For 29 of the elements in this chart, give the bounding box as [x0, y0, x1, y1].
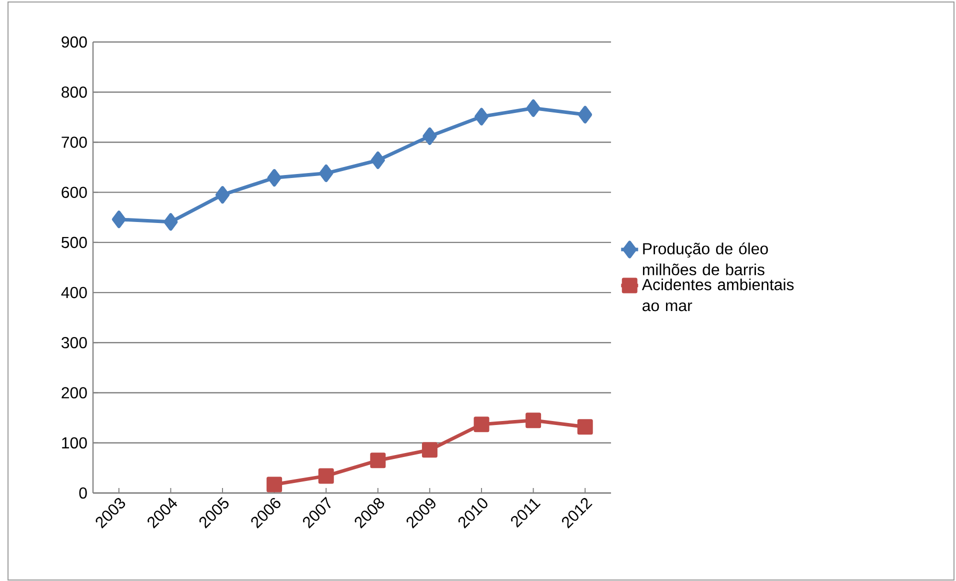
point: [319, 164, 334, 182]
y-tick-label: 900: [62, 36, 87, 48]
point: [370, 452, 386, 468]
point: [474, 108, 489, 126]
y-tick-label: 500: [62, 236, 87, 248]
point: [526, 412, 542, 428]
y-tick-label: 100: [62, 437, 87, 449]
y-tick-label: 800: [62, 86, 87, 98]
point: [474, 416, 490, 432]
y-tick-label: 200: [62, 387, 87, 398]
point: [112, 210, 126, 228]
y-tick-label: 0: [79, 487, 87, 499]
y-tick-label: 700: [62, 136, 87, 148]
point: [370, 152, 385, 170]
y-tick-label: 600: [62, 186, 87, 198]
point: [318, 468, 334, 484]
y-tick-label: 300: [62, 337, 87, 348]
y-tick-label: 400: [61, 286, 87, 298]
point: [266, 476, 282, 492]
point: [578, 106, 592, 124]
point: [422, 442, 438, 458]
point: [267, 169, 282, 187]
point: [164, 213, 178, 231]
legend-label: Acidentes ambientais ao mar: [642, 278, 794, 312]
legend-label: Produção de óleo milhões de barris: [642, 242, 768, 276]
point: [526, 99, 540, 117]
point: [577, 419, 593, 435]
point: [422, 127, 437, 145]
point: [216, 186, 230, 204]
